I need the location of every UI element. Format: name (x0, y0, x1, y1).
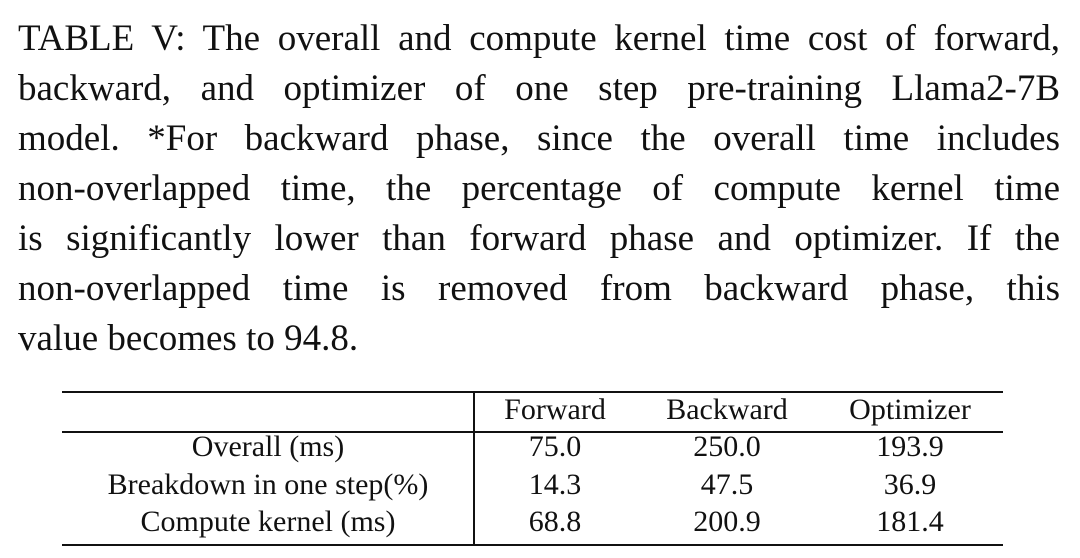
column-header: Optimizer (849, 393, 971, 426)
table-cell: 193.9 (876, 430, 944, 463)
row-label: Overall (ms) (191, 430, 345, 463)
column-header: Backward (666, 393, 788, 426)
table-cell: 68.8 (528, 505, 582, 538)
bottom-rule (62, 544, 1003, 546)
table-cell: 250.0 (693, 430, 761, 463)
caption-line: is significantly lower than forward phas… (18, 218, 1060, 259)
table-cell: 200.9 (693, 505, 761, 538)
table-cell: 47.5 (700, 467, 754, 501)
caption-line: value becomes to 94.8. (18, 318, 359, 359)
table-cell: 181.4 (876, 505, 944, 538)
caption-line: non-overlapped time is removed from back… (18, 268, 1060, 309)
table-cell: 36.9 (883, 467, 937, 501)
table-caption: TABLE V: The overall and compute kernel … (18, 14, 1060, 364)
top-rule (62, 391, 1003, 393)
caption-line: non-overlapped time, the percentage of c… (18, 168, 1060, 209)
caption-line: backward, and optimizer of one step pre-… (18, 68, 1060, 109)
table-cell: 14.3 (528, 467, 582, 501)
column-header: Forward (504, 393, 606, 426)
table: Forward Backward Optimizer Overall (ms) 75.0… (62, 391, 1003, 546)
caption-line: TABLE V: The overall and compute kernel … (18, 18, 1060, 59)
caption-line: model. *For backward phase, since the ov… (18, 118, 1060, 159)
header-rule (62, 431, 1003, 433)
row-label: Breakdown in one step(%) (107, 467, 429, 501)
column-rule (473, 391, 475, 546)
table-cell: 75.0 (528, 430, 582, 463)
row-label: Compute kernel (ms) (140, 505, 396, 538)
